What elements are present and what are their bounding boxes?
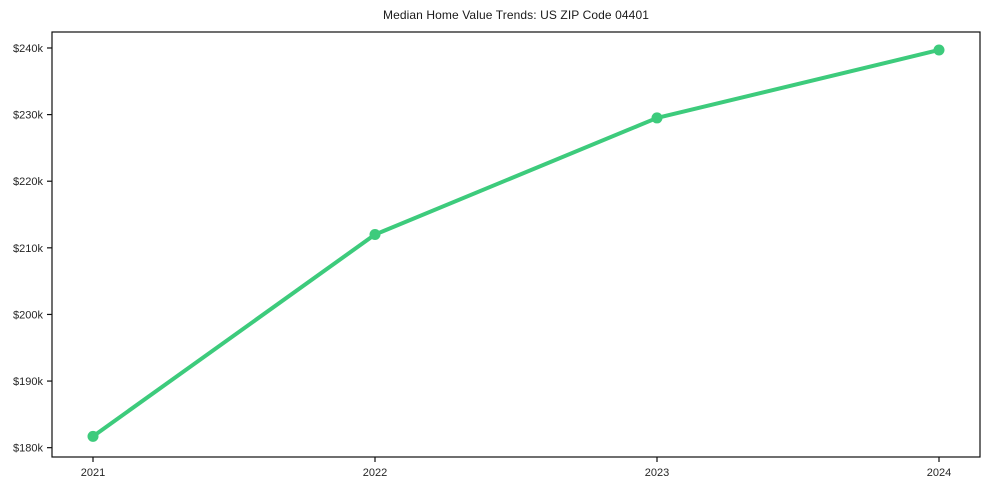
y-tick-label: $230k bbox=[13, 110, 43, 122]
y-tick-label: $200k bbox=[13, 309, 43, 321]
y-tick-label: $240k bbox=[13, 43, 43, 55]
y-tick-label: $210k bbox=[13, 243, 43, 255]
chart-title: Median Home Value Trends: US ZIP Code 04… bbox=[382, 8, 649, 22]
trend-line bbox=[91, 47, 941, 439]
data-point-marker bbox=[369, 229, 381, 241]
x-tick-label: 2023 bbox=[645, 467, 669, 479]
data-point-marker bbox=[933, 44, 945, 56]
y-tick-label: $180k bbox=[13, 443, 43, 455]
y-tick-label: $190k bbox=[13, 376, 43, 388]
data-point-marker bbox=[87, 430, 99, 442]
data-point-marker bbox=[651, 112, 663, 124]
x-tick-label: 2021 bbox=[81, 467, 105, 479]
plot-border bbox=[51, 31, 981, 458]
y-tick-label: $220k bbox=[13, 176, 43, 188]
x-tick-label: 2024 bbox=[927, 467, 951, 479]
x-tick-label: 2022 bbox=[363, 467, 387, 479]
